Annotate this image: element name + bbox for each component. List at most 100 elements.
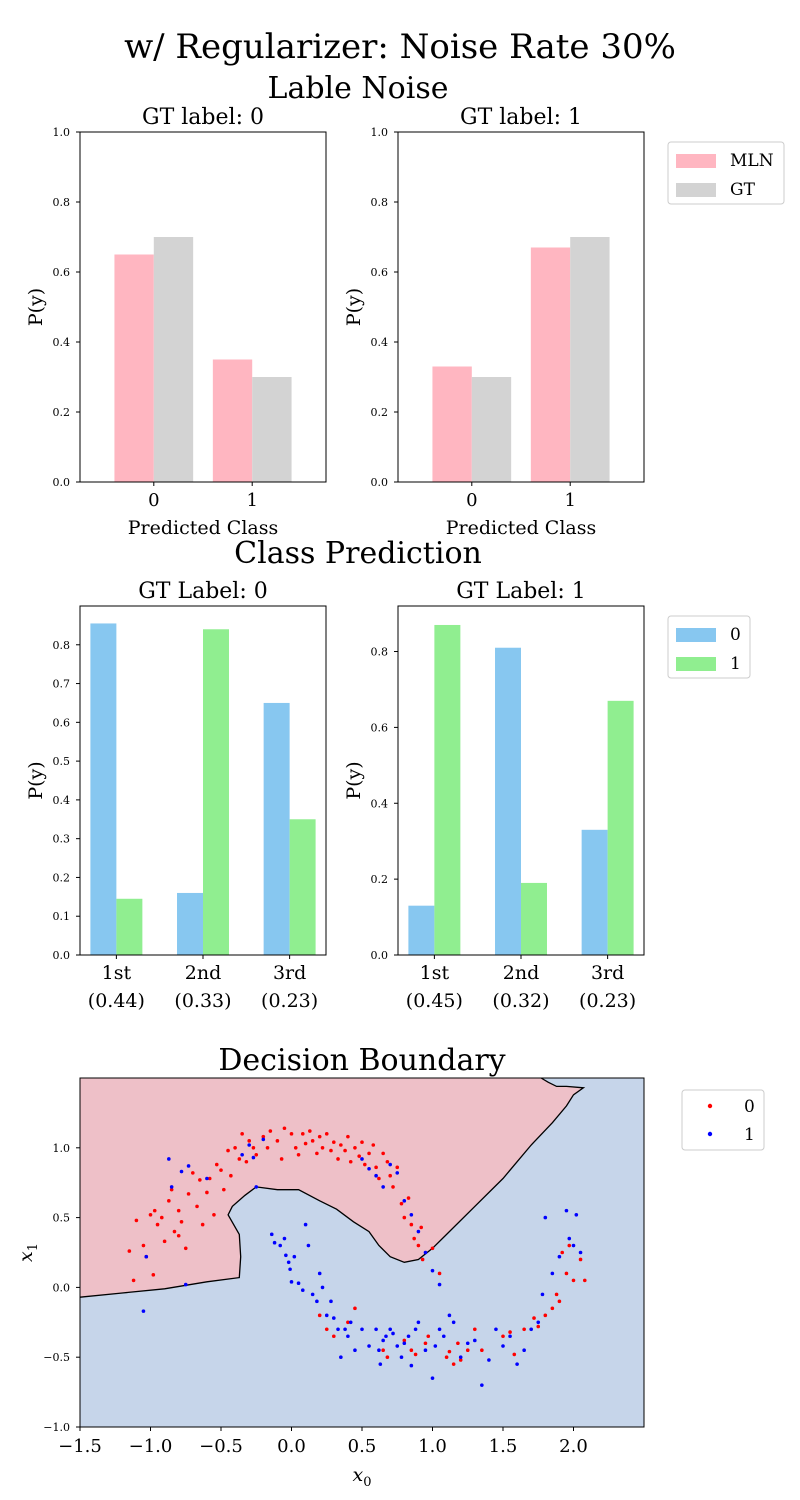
chart4-point-class1-58: [437, 1327, 442, 1332]
chart4-point-class1-64: [473, 1338, 477, 1343]
chart4-point-class0-19: [191, 1171, 195, 1175]
chart1-xlabel: Predicted Class: [446, 517, 597, 539]
chart4-point-class0-29: [226, 1148, 230, 1153]
chart4-point-class1-62: [458, 1355, 463, 1359]
chart4-point-class0-77: [406, 1196, 411, 1200]
chart2-ytick-label: 0.4: [53, 794, 71, 807]
chart4-point-class0-78: [409, 1222, 414, 1227]
chart4-point-class1-52: [409, 1363, 414, 1368]
chart4-legend-marker-0: [707, 1103, 713, 1109]
chart4-point-class0-18: [186, 1192, 191, 1196]
chart4-point-class1-90: [423, 1250, 428, 1255]
chart4-point-class0-92: [465, 1348, 470, 1353]
chart4-point-class1-88: [409, 1213, 414, 1217]
chart2-ylabel: P(y): [25, 761, 47, 799]
chart4-point-class1-42: [377, 1348, 381, 1353]
chart2-bar-1-2: [289, 819, 316, 955]
chart4-point-class0-8: [155, 1222, 160, 1227]
chart4-xlabel-base: x: [353, 1464, 364, 1486]
chart4-point-class0-27: [219, 1168, 223, 1172]
chart4-ytick-label: −0.5: [43, 1351, 70, 1364]
chart3-legend-swatch-1: [676, 657, 716, 671]
chart0-ylabel: P(y): [25, 288, 47, 326]
chart4-point-class0-115: [353, 1306, 357, 1311]
chart3-xtick-sublabel: (0.32): [492, 990, 549, 1012]
chart2-bar-0-1: [177, 892, 203, 955]
chart1-ytick-label: 0.0: [371, 476, 389, 489]
chart2-xtick-label: 1st: [102, 962, 132, 984]
chart4-point-class1-73: [536, 1320, 541, 1325]
chart4-point-class1-20: [289, 1280, 294, 1284]
chart4-point-class1-86: [395, 1171, 400, 1175]
chart1-ytick-label: 0.8: [371, 196, 389, 209]
chart4-point-class1-27: [315, 1299, 319, 1304]
chart4-point-class1-74: [540, 1292, 545, 1297]
chart4-point-class0-0: [127, 1249, 132, 1253]
chart4-point-class0-3: [141, 1243, 146, 1248]
chart4-point-class1-59: [441, 1334, 446, 1339]
chart2-bar-0-0: [90, 623, 117, 955]
chart4-point-class1-25: [306, 1243, 311, 1248]
chart1-ytick-label: 0.2: [371, 406, 389, 419]
chart4-point-class1-49: [399, 1355, 404, 1359]
chart4-point-class0-50: [310, 1139, 315, 1143]
chart4-point-class0-34: [244, 1159, 249, 1164]
chart3-bar-1-1: [521, 882, 547, 955]
chart4-point-class0-60: [346, 1134, 350, 1139]
chart2-bar-0-2: [263, 702, 290, 955]
chart4-point-class0-47: [300, 1132, 305, 1136]
chart4-point-class1-10: [251, 1155, 256, 1160]
chart3-ytick-label: 0.0: [371, 949, 389, 962]
chart0-xtick-label: 1: [246, 490, 257, 511]
chart4-point-class0-1: [131, 1278, 136, 1283]
chart4-point-class0-10: [162, 1239, 167, 1244]
chart4-point-class0-111: [317, 1313, 322, 1318]
chart0-bar-mln-0: [114, 254, 154, 482]
chart4-legend-label-1: 1: [744, 1125, 755, 1145]
chart2-xtick-sublabel: (0.33): [174, 990, 231, 1012]
chart4-point-class1-70: [515, 1362, 519, 1366]
chart4-point-class0-61: [348, 1159, 353, 1164]
chart4-point-class0-72: [388, 1173, 393, 1178]
chart2-xtick-sublabel: (0.23): [261, 990, 318, 1012]
chart4-point-class1-19: [288, 1267, 292, 1272]
chart2-xtick-label: 3rd: [273, 962, 306, 984]
chart4-point-class0-24: [207, 1176, 212, 1181]
chart3-bar-0-0: [408, 905, 435, 955]
chart1-ytick-label: 0.4: [371, 336, 389, 349]
chart4-point-class0-117: [385, 1355, 390, 1359]
section-title-label-noise: Lable Noise: [268, 71, 449, 106]
chart4-point-class1-45: [384, 1334, 388, 1339]
chart4-ytick-label: 0.0: [53, 1281, 71, 1294]
chart4-point-class0-40: [268, 1129, 273, 1133]
chart1-ylabel: P(y): [343, 288, 365, 326]
chart3-title: GT Label: 1: [456, 579, 586, 604]
chart4-point-class0-65: [363, 1162, 367, 1167]
chart4-point-class0-35: [247, 1139, 251, 1143]
chart4-ytick-label: 0.5: [53, 1212, 71, 1225]
chart4-point-class0-88: [447, 1349, 452, 1354]
chart4-point-class0-116: [381, 1348, 385, 1353]
chart3-legend: 01: [667, 615, 751, 679]
decision-boundary-chart: −1.5 −1.0 −0.5 0.0 0.5 1.0 1.5 2.0 −1.0 −0.5 0.0 0.…: [15, 1077, 765, 1490]
chart2-bar-1-1: [203, 629, 229, 955]
chart3-xtick-sublabel: (0.45): [406, 990, 463, 1012]
chart0-ytick-label: 1.0: [53, 126, 71, 139]
chart1-title: GT label: 1: [460, 105, 582, 130]
chart2-xtick-label: 2nd: [185, 962, 222, 984]
chart4-legend-label-0: 0: [744, 1097, 755, 1117]
chart4-point-class0-95: [501, 1334, 505, 1339]
chart4-point-class1-47: [391, 1331, 395, 1336]
chart4-point-class1-68: [501, 1344, 505, 1348]
chart4-point-class1-36: [346, 1334, 350, 1339]
chart4-point-class1-34: [339, 1355, 343, 1359]
chart1-legend-label-gt: GT: [730, 180, 756, 200]
chart4-xtick-label: 0.0: [277, 1436, 306, 1457]
chart4-point-class1-91: [430, 1268, 435, 1273]
chart4-point-class0-41: [275, 1139, 280, 1143]
chart4-point-class1-87: [402, 1199, 407, 1203]
chart4-legend-marker-1: [707, 1131, 713, 1137]
chart4-point-class1-39: [360, 1327, 364, 1332]
chart4-ylabel: x1: [15, 1243, 41, 1262]
